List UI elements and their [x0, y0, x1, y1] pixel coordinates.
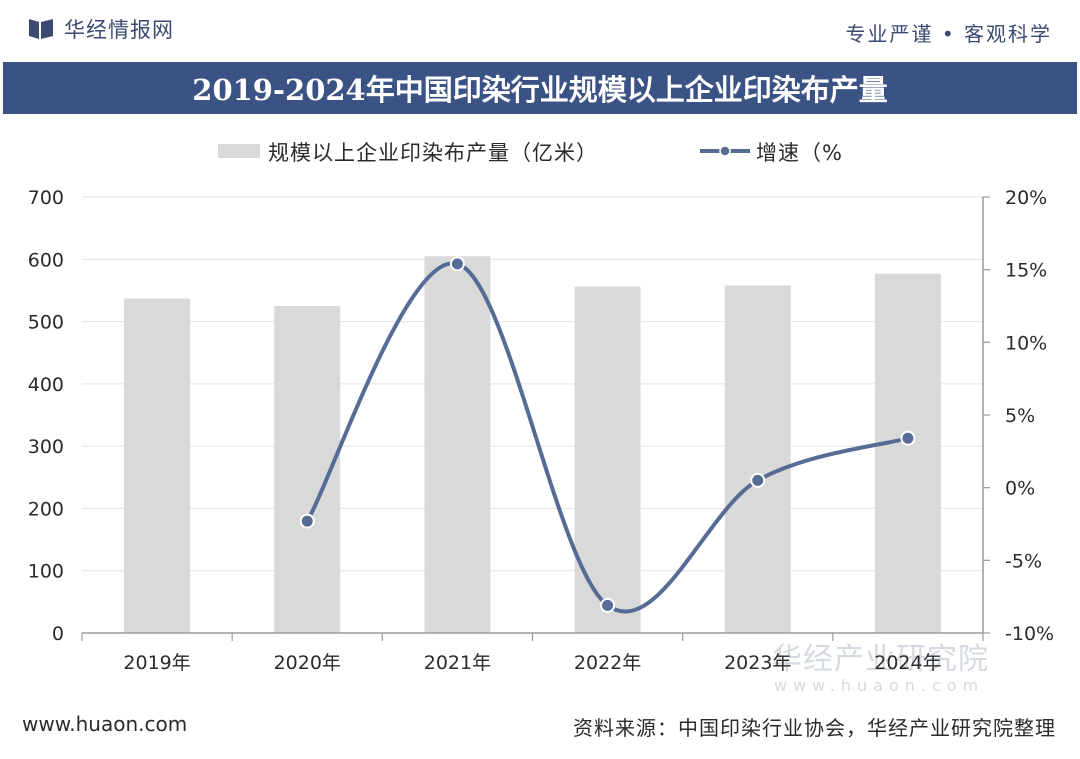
legend-line-swatch	[698, 138, 752, 164]
legend-bar-label: 规模以上企业印染布产量（亿米）	[268, 141, 598, 165]
y-right-tick-label: 5%	[1005, 405, 1035, 427]
x-tick-label: 2024年	[874, 652, 941, 674]
slogan: 专业严谨 • 客观科学	[845, 22, 1052, 46]
y-left-tick-label: 600	[28, 249, 64, 271]
bar	[424, 256, 491, 633]
y-right-tick-label: 20%	[1005, 187, 1047, 209]
bar	[724, 285, 791, 633]
y-left-tick-label: 300	[28, 436, 64, 458]
top-header: 华经情报网 专业严谨 • 客观科学	[0, 0, 1080, 58]
book-icon	[28, 16, 54, 42]
legend: 规模以上企业印染布产量（亿米） 增速（%	[0, 130, 1080, 174]
y-left-tick-label: 400	[28, 374, 64, 396]
brand-name: 华经情报网	[64, 18, 174, 42]
watermark-sub: www.huaon.com	[774, 676, 985, 695]
y-left-tick-label: 200	[28, 498, 64, 520]
brand: 华经情报网	[28, 14, 174, 44]
growth-point	[600, 597, 616, 613]
growth-point	[299, 513, 315, 529]
footer-website[interactable]: www.huaon.com	[22, 712, 188, 736]
growth-point	[750, 472, 766, 488]
footer-source: 资料来源：中国印染行业协会，华经产业研究院整理	[573, 716, 1056, 740]
bar	[124, 298, 191, 633]
y-left-tick-label: 500	[28, 312, 64, 334]
growth-point	[900, 430, 916, 446]
x-tick-label: 2022年	[574, 652, 641, 674]
bar	[574, 286, 641, 633]
y-left-tick-label: 100	[28, 561, 64, 583]
y-right-tick-label: -10%	[1005, 623, 1054, 645]
y-right-tick-label: 10%	[1005, 332, 1047, 354]
growth-point	[449, 256, 465, 272]
legend-line-label: 增速（%	[756, 141, 843, 165]
bar	[874, 273, 941, 633]
watermark-main: 华经产业研究院	[772, 642, 989, 677]
y-right-tick-label: 15%	[1005, 260, 1047, 282]
chart-title: 2019-2024年中国印染行业规模以上企业印染布产量	[3, 62, 1077, 114]
x-tick-label: 2021年	[424, 652, 491, 674]
y-left-tick-label: 700	[28, 187, 64, 209]
growth-line	[305, 261, 910, 614]
y-left-tick-label: 0	[52, 623, 64, 645]
y-right-tick-label: 0%	[1005, 478, 1035, 500]
x-tick-label: 2023年	[724, 652, 791, 674]
x-tick-label: 2019年	[123, 652, 190, 674]
x-tick-label: 2020年	[274, 652, 341, 674]
y-right-tick-label: -5%	[1005, 550, 1042, 572]
legend-bar-swatch	[218, 144, 260, 158]
